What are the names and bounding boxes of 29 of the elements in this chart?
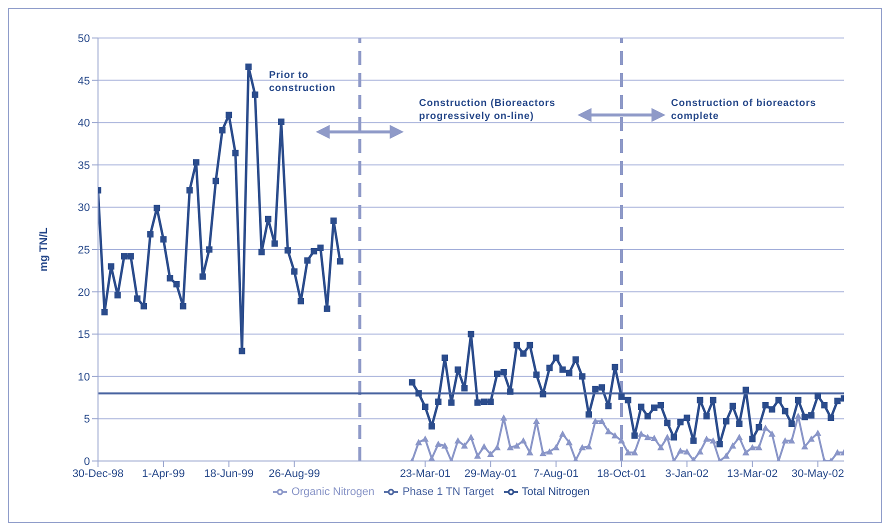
x-tick-label: 7-Aug-01 xyxy=(533,468,579,480)
x-tick-label: 13-Mar-02 xyxy=(727,468,778,480)
y-tick-label: 10 xyxy=(78,371,90,384)
x-tick-label: 26-Aug-99 xyxy=(268,468,320,480)
y-tick-label: 40 xyxy=(78,118,90,130)
x-tick-label: 29-May-01 xyxy=(464,468,517,480)
x-tick-label: 30-Dec-98 xyxy=(72,468,124,480)
y-tick-label: 15 xyxy=(78,329,90,342)
y-tick-label: 45 xyxy=(78,75,90,88)
y-tick-label: 25 xyxy=(78,244,90,256)
x-tick-label: 18-Oct-01 xyxy=(597,468,646,480)
y-tick-label: 35 xyxy=(78,160,90,172)
y-tick-label: 30 xyxy=(78,202,90,214)
x-tick-label: 30-May-02 xyxy=(792,468,844,480)
x-tick-label: 18-Jun-99 xyxy=(204,468,254,480)
legend-label: Total Nitrogen xyxy=(522,486,590,498)
y-tick-label: 5 xyxy=(84,414,90,426)
x-tick-label: 1-Apr-99 xyxy=(142,468,185,480)
y-tick-label: 0 xyxy=(84,456,90,468)
y-tick-label: 20 xyxy=(78,286,90,299)
x-tick-label: 3-Jan-02 xyxy=(665,468,709,480)
x-tick-label: 23-Mar-01 xyxy=(400,468,451,480)
legend-label: Phase 1 TN Target xyxy=(402,486,494,498)
annotation: Prior to construction xyxy=(269,69,337,95)
y-axis-title: mg TN/L xyxy=(38,227,50,272)
legend-label: Organic Nitrogen xyxy=(291,486,374,498)
y-tick-label: 50 xyxy=(78,33,90,45)
annotation: Construction (Bioreactors progressively on-line) xyxy=(419,97,556,123)
annotation: Construction of bioreactors complete xyxy=(671,97,818,123)
